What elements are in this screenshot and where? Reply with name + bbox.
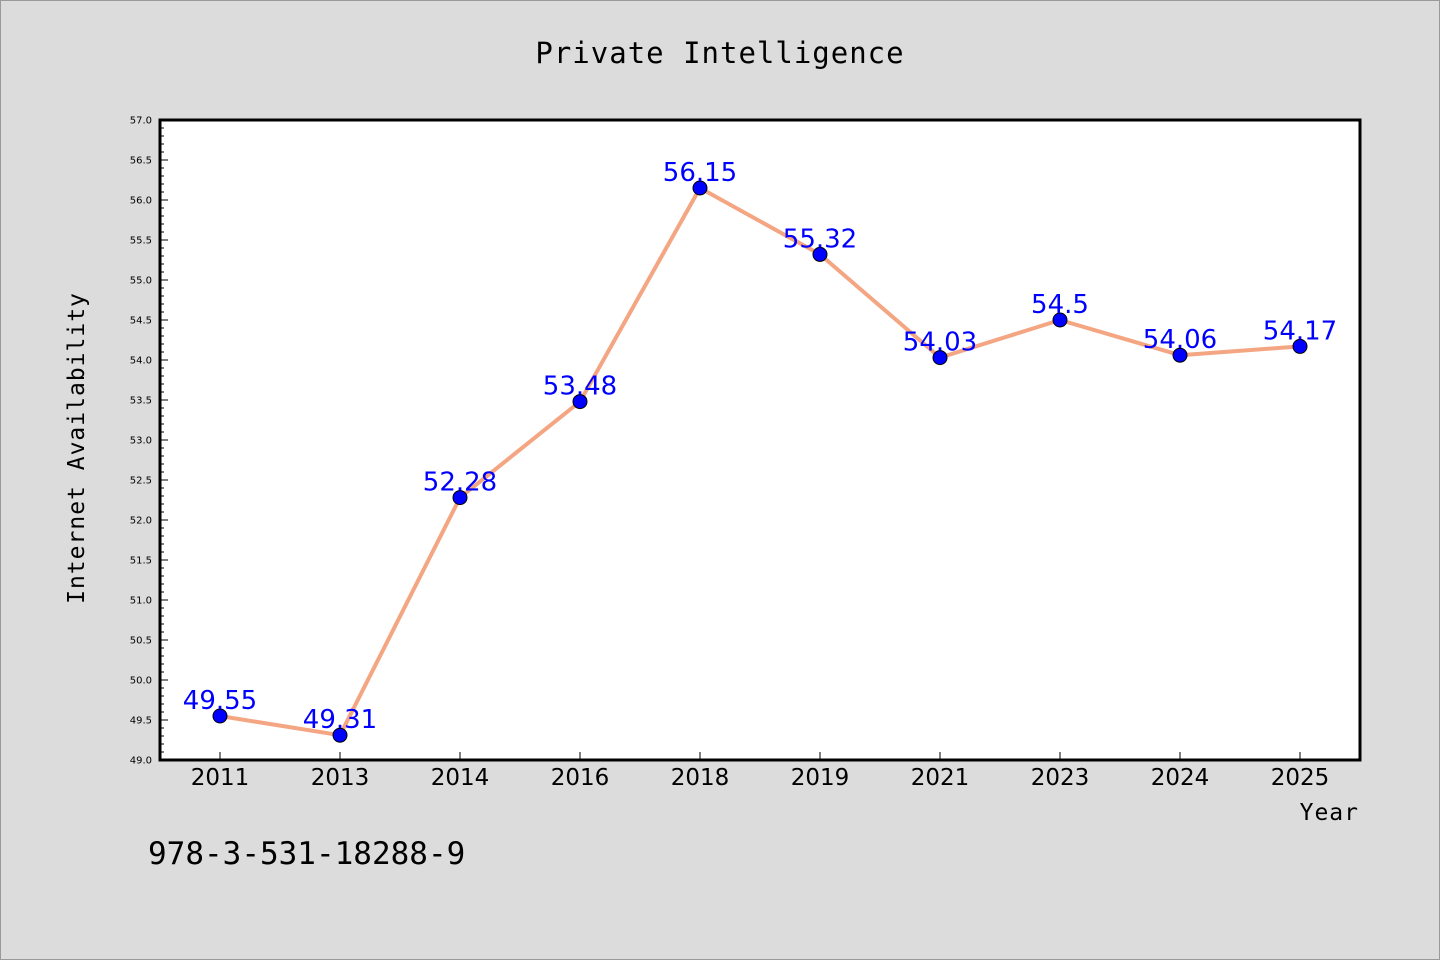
data-label: 54.5	[1031, 290, 1089, 320]
data-labels-group: 49.55 49.31 52.28 53.48 56.15 55.32 54.03 54.5 5…	[183, 158, 1337, 735]
data-label: 54.06	[1143, 325, 1217, 355]
data-point-marker	[572, 394, 588, 410]
data-label: 56.15	[663, 158, 737, 188]
markers-group	[212, 180, 1308, 743]
data-label: 54.03	[903, 328, 977, 358]
series-line	[218, 186, 1302, 738]
x-tick-label: 2019	[791, 765, 850, 791]
y-tick-label: 55.0	[130, 276, 152, 287]
y-tick-label: 52.0	[130, 516, 152, 527]
y-tick-label: 53.5	[130, 396, 152, 407]
series-line-group	[218, 186, 1302, 738]
footer-code: 978-3-531-18288-9	[148, 836, 465, 872]
plot-area	[158, 118, 1362, 762]
data-label: 49.31	[303, 705, 377, 735]
y-tick-label: 52.5	[130, 476, 152, 487]
x-tick-label: 2018	[671, 765, 730, 791]
y-tick-label: 54.0	[130, 356, 152, 367]
y-tick-label: 53.0	[130, 436, 152, 447]
data-label: 49.55	[183, 686, 257, 716]
chart-title: Private Intelligence	[535, 36, 904, 70]
data-point-marker	[932, 350, 948, 366]
data-label: 55.32	[783, 224, 857, 254]
y-axis: 49.0 49.5 50.0 50.5 51.0 51.5 52.0 52.5 53.0 53.5…	[130, 116, 168, 767]
y-tick-label: 57.0	[130, 116, 152, 127]
data-label: 53.48	[543, 372, 617, 402]
data-label: 52.28	[423, 468, 497, 498]
data-point-marker	[212, 708, 228, 724]
y-tick-label: 54.5	[130, 316, 152, 327]
x-tick-label: 2021	[911, 765, 970, 791]
y-tick-label: 49.5	[130, 716, 152, 727]
x-axis-label: Year	[1300, 800, 1359, 826]
data-point-marker	[1172, 347, 1188, 363]
y-tick-label: 56.5	[130, 156, 152, 167]
y-tick-label: 50.5	[130, 636, 152, 647]
x-tick-label: 2013	[311, 765, 370, 791]
y-tick-label: 55.5	[130, 236, 152, 247]
data-point-marker	[332, 727, 348, 743]
x-axis: 2011 2013 2014 2016 2018 2019 2021 2023 2024 2025	[191, 752, 1330, 791]
data-point-marker	[452, 490, 468, 506]
data-point-marker	[692, 180, 708, 196]
data-point-marker	[812, 246, 828, 262]
y-tick-label: 51.0	[130, 596, 152, 607]
data-point-marker	[1292, 338, 1308, 354]
y-tick-label: 56.0	[130, 196, 152, 207]
x-tick-label: 2024	[1151, 765, 1210, 791]
data-point-marker	[1052, 312, 1068, 328]
y-tick-label: 51.5	[130, 556, 152, 567]
x-tick-label: 2014	[431, 765, 490, 791]
data-label: 54.17	[1263, 316, 1337, 346]
x-tick-label: 2011	[191, 765, 250, 791]
x-tick-label: 2025	[1271, 765, 1330, 791]
x-tick-label: 2016	[551, 765, 610, 791]
y-axis-label: Internet Availability	[64, 292, 90, 604]
y-tick-label: 49.0	[130, 756, 152, 767]
x-tick-label: 2023	[1031, 765, 1090, 791]
y-tick-label: 50.0	[130, 676, 152, 687]
